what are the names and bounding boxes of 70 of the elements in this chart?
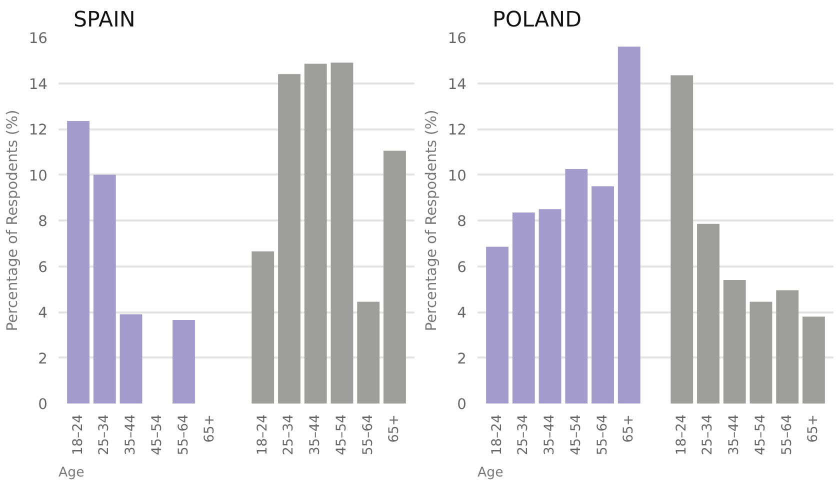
x-tick-label: 18–24 [70, 414, 86, 456]
x-tick-label: 45–54 [568, 414, 584, 456]
x-tick-label: 35–44 [727, 414, 742, 456]
bar [252, 251, 274, 404]
x-tick-label: 35–44 [308, 414, 324, 456]
bar [384, 150, 406, 404]
y-tick-label: 4 [38, 304, 48, 322]
y-tick-label: 8 [38, 213, 48, 230]
x-tick-label: 25–34 [516, 414, 532, 456]
bar [697, 224, 720, 404]
chart-title: SPAIN [74, 8, 136, 32]
x-tick-label: 65+ [806, 414, 822, 443]
bar [592, 186, 614, 404]
x-tick-label: 65+ [387, 414, 402, 443]
y-tick-label: 10 [448, 167, 467, 184]
x-tick-label: 25–34 [97, 414, 112, 456]
x-tick-label: 35–44 [542, 414, 558, 456]
bar [670, 75, 694, 404]
y-tick-label: 10 [28, 167, 48, 184]
x-tick-label: 65+ [202, 414, 218, 443]
y-tick-label: 12 [448, 122, 467, 138]
bar [565, 169, 588, 404]
bar [357, 302, 380, 404]
bar [330, 62, 354, 404]
y-tick-label: 16 [448, 30, 467, 47]
x-tick-label: 45–54 [753, 414, 768, 456]
x-axis-title: Age [478, 466, 504, 480]
bar [723, 280, 746, 404]
y-axis-title: Percentage of Respodents (%) [4, 110, 21, 332]
bar [512, 212, 535, 404]
y-tick-label: 12 [28, 122, 48, 138]
y-tick-label: 14 [28, 76, 48, 93]
x-tick-label: 18–24 [255, 414, 270, 456]
y-tick-label: 2 [457, 350, 467, 368]
bar [486, 246, 508, 404]
y-tick-label: 6 [457, 258, 467, 276]
x-tick-label: 55–64 [176, 414, 192, 456]
bar [278, 74, 300, 404]
y-tick-label: 0 [457, 396, 467, 413]
x-tick-label: 18–24 [490, 414, 505, 456]
chart-title: POLAND [492, 8, 582, 32]
y-tick-label: 4 [457, 304, 467, 322]
y-tick-label: 14 [448, 76, 467, 93]
x-tick-label: 18–24 [674, 414, 690, 456]
x-tick-label: 35–44 [124, 414, 139, 456]
bar [538, 209, 562, 404]
bar [802, 316, 825, 404]
x-tick-label: 55–64 [360, 414, 376, 456]
y-tick-label: 2 [38, 350, 48, 368]
bar [618, 46, 640, 404]
bar [67, 120, 90, 404]
y-axis-title: Percentage of Respodents (%) [422, 110, 440, 332]
x-tick-label: 65+ [622, 414, 637, 443]
x-tick-label: 45–54 [150, 414, 165, 456]
bar [120, 314, 142, 404]
bar [93, 174, 116, 404]
x-tick-label: 25–34 [700, 414, 716, 456]
y-tick-label: 0 [38, 396, 48, 413]
y-tick-label: 8 [457, 213, 467, 230]
x-tick-label: 55–64 [595, 414, 610, 456]
x-axis-title: Age [58, 466, 84, 480]
x-tick-label: 45–54 [334, 414, 350, 456]
bar [750, 302, 772, 404]
bar [172, 320, 195, 404]
x-tick-label: 55–64 [780, 414, 795, 456]
bar [304, 64, 327, 404]
y-tick-label: 6 [38, 258, 48, 276]
bar [776, 290, 799, 404]
y-tick-label: 16 [28, 30, 48, 47]
x-tick-label: 25–34 [282, 414, 297, 456]
